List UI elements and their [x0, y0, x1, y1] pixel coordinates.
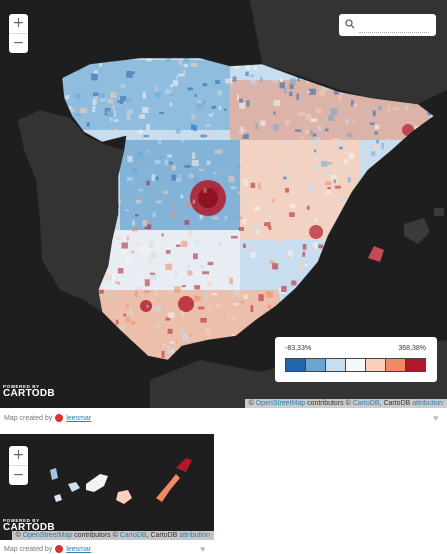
choropleth-legend: -83,33% 368,38%	[275, 337, 437, 382]
inset-attrib-contributors: contributors ©	[74, 532, 118, 539]
menorca-island	[434, 208, 444, 216]
tenerife-island	[86, 474, 108, 492]
inset-map-attribution: © OpenStreetMap contributors © CartoDB, …	[11, 531, 214, 540]
inset-osm-link[interactable]: OpenStreetMap	[22, 532, 73, 539]
base-map	[18, 0, 447, 408]
cartodb-logo[interactable]: POWERED BY CARTODB	[3, 384, 55, 399]
inset-base-map	[50, 458, 192, 504]
legend-max-label: 368,38%	[398, 345, 426, 352]
inset-zoom-divider	[9, 465, 28, 466]
search-icon[interactable]	[345, 19, 355, 29]
legend-swatch	[386, 359, 406, 371]
legend-swatch	[406, 359, 425, 371]
inset-cartodb-link[interactable]: CartoDB	[119, 532, 147, 539]
zoom-control: + −	[9, 14, 28, 53]
map-attribution: © OpenStreetMap contributors © CartoDB, …	[244, 399, 447, 408]
attrib-cartodb-text: , CartoDB	[379, 400, 411, 407]
mallorca-island	[404, 218, 430, 244]
zoom-in-button[interactable]: +	[12, 15, 25, 31]
inset-cartodb-wordmark: CARTODB	[3, 522, 55, 533]
gran-canaria-island	[116, 490, 132, 504]
attrib-contributors: contributors ©	[307, 400, 351, 407]
credit-text: Map created by	[4, 414, 53, 422]
legend-swatch	[286, 359, 306, 371]
el-hierro-island	[54, 494, 62, 502]
cartodb-link[interactable]: CartoDB	[352, 400, 380, 407]
inset-user-avatar	[55, 545, 64, 553]
inset-attribution-link[interactable]: attribution	[179, 532, 210, 539]
inset-user-link[interactable]: leesmar	[66, 545, 92, 553]
attribution-link[interactable]: attribution	[412, 400, 443, 407]
inset-attrib-cartodb-text: , CartoDB	[146, 532, 178, 539]
inset-attrib-copyright: ©	[15, 532, 21, 539]
legend-swatch	[366, 359, 386, 371]
ibiza-island	[368, 246, 384, 262]
search-box[interactable]	[339, 14, 436, 36]
main-map[interactable]: + − -83,33% 368,38% POWERED BY CARTODB ©…	[0, 0, 447, 408]
inset-powered-by-label: POWERED BY	[3, 518, 40, 523]
powered-by-label: POWERED BY	[3, 384, 40, 389]
legend-color-ramp	[285, 358, 426, 372]
inset-map[interactable]: + − POWERED BY CARTODB © OpenStreetMap c…	[0, 434, 214, 540]
lanzarote-island	[176, 458, 192, 472]
legend-swatch	[306, 359, 326, 371]
user-avatar	[55, 414, 64, 422]
la-gomera-island	[68, 482, 80, 492]
zoom-out-button[interactable]: −	[12, 35, 25, 51]
legend-swatch	[326, 359, 346, 371]
osm-link[interactable]: OpenStreetMap	[255, 400, 306, 407]
la-palma-island	[50, 468, 58, 480]
inset-zoom-out-button[interactable]: −	[12, 467, 25, 483]
search-input[interactable]	[359, 18, 429, 33]
fuerteventura-island	[156, 474, 180, 502]
user-link[interactable]: leesmar	[66, 414, 92, 422]
attrib-copyright: ©	[248, 400, 254, 407]
inset-cartodb-logo[interactable]: POWERED BY CARTODB	[3, 518, 55, 533]
zoom-divider	[9, 33, 28, 34]
inset-heart-icon[interactable]: ♥	[200, 544, 206, 554]
cartodb-wordmark: CARTODB	[3, 388, 55, 399]
inset-zoom-in-button[interactable]: +	[12, 447, 25, 463]
heart-icon[interactable]: ♥	[433, 413, 439, 423]
legend-swatch	[346, 359, 366, 371]
inset-credit-text: Map created by	[4, 545, 53, 553]
inset-map-credit: Map created by leesmar	[4, 545, 91, 553]
map-credit: Map created by leesmar	[4, 414, 91, 422]
portugal-landmass	[18, 110, 124, 312]
legend-min-label: -83,33%	[285, 345, 312, 352]
inset-zoom-control: + −	[9, 446, 28, 485]
